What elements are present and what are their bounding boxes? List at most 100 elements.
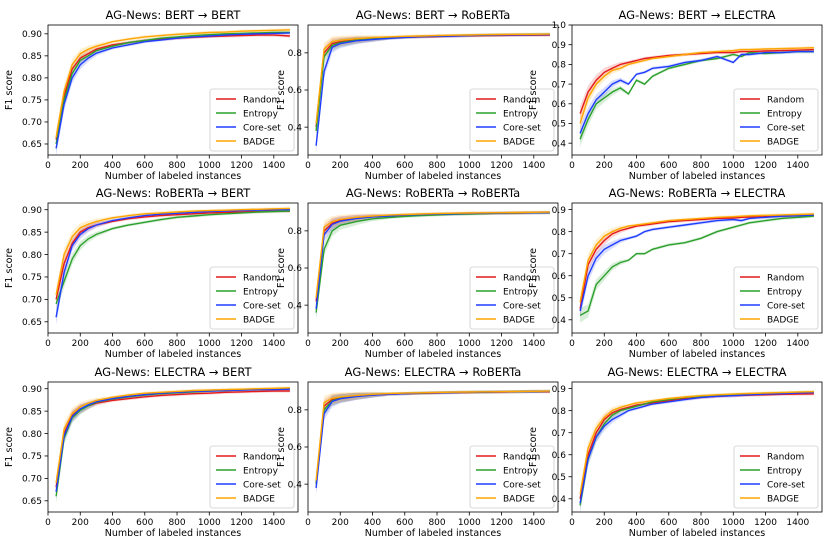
x-tick-label: 1000 — [198, 161, 221, 171]
legend-label: Core-set — [503, 123, 541, 133]
y-tick-label: 0.90 — [22, 385, 42, 395]
x-tick-label: 400 — [364, 161, 381, 171]
legend-label: BADGE — [243, 315, 275, 325]
y-axis-label: F1 score — [276, 427, 287, 467]
series-line-badge — [579, 213, 814, 303]
axes-frame — [571, 202, 823, 334]
legend-label: BADGE — [503, 137, 535, 147]
chart-title: AG-News: BERT → BERT — [106, 8, 242, 22]
y-tick-label: 0.70 — [22, 118, 42, 128]
x-tick-label: 600 — [396, 339, 413, 349]
chart-title: AG-News: RoBERTa → BERT — [96, 186, 252, 200]
legend: Random Entropy Core-set BADGE — [209, 266, 295, 330]
x-axis-label: Number of labeled instances — [629, 171, 765, 182]
x-tick-label: 0 — [569, 339, 575, 349]
x-tick-label: 1400 — [522, 161, 545, 171]
y-tick-label: 0.85 — [22, 228, 42, 238]
legend-label: BADGE — [503, 315, 535, 325]
x-tick-label: 800 — [692, 161, 709, 171]
x-tick-label: 200 — [72, 518, 89, 528]
y-tick-label: 0.70 — [22, 296, 42, 306]
y-tick-label: 0.65 — [22, 140, 42, 150]
legend-label: Core-set — [243, 123, 281, 133]
x-tick-label: 800 — [428, 518, 445, 528]
legend-label: BADGE — [767, 494, 799, 504]
x-tick-label: 200 — [72, 339, 89, 349]
series-band-core-set — [316, 32, 550, 154]
x-tick-label: 1400 — [262, 161, 285, 171]
x-tick-label: 1200 — [230, 161, 253, 171]
x-axis-label: Number of labeled instances — [105, 528, 241, 539]
x-tick-label: 0 — [45, 518, 51, 528]
legend-label: Entropy — [767, 466, 803, 476]
x-tick-label: 1200 — [754, 161, 777, 171]
series-band-entropy — [316, 389, 550, 492]
y-tick-label: 0.9 — [552, 41, 567, 51]
plot-area — [315, 210, 550, 320]
y-tick-label: 0.4 — [552, 495, 567, 505]
x-axis-label: Number of labeled instances — [365, 349, 501, 360]
legend-label: Random — [767, 452, 804, 462]
legend: Random Entropy Core-set BADGE — [733, 88, 819, 152]
series-line-badge — [55, 29, 290, 138]
plot-area — [55, 206, 290, 325]
x-tick-label: 0 — [45, 161, 51, 171]
legend-label: Entropy — [243, 109, 279, 119]
x-tick-label: 1000 — [722, 518, 745, 528]
x-tick-label: 400 — [364, 339, 381, 349]
y-tick-label: 0.6 — [552, 451, 567, 461]
x-axis-label: Number of labeled instances — [629, 349, 765, 360]
chart-title: AG-News: ELECTRA → BERT — [95, 365, 253, 379]
y-tick-label: 0.7 — [552, 250, 566, 260]
series-line-badge — [315, 390, 550, 481]
y-tick-label: 0.65 — [22, 497, 42, 507]
legend-label: Random — [243, 273, 280, 283]
y-axis-label: F1 score — [276, 248, 287, 288]
x-tick-label: 600 — [136, 518, 153, 528]
series-line-entropy — [579, 215, 814, 317]
x-tick-label: 600 — [396, 161, 413, 171]
legend-label: Random — [503, 452, 540, 462]
x-tick-label: 1400 — [522, 339, 545, 349]
plot-area — [315, 32, 550, 154]
x-tick-label: 200 — [332, 339, 349, 349]
x-tick-label: 1400 — [786, 339, 809, 349]
plot-area — [579, 46, 814, 147]
chart-panel-6: AG-News: RoBERTa → ELECTRA 0 200 400 600 800 1… — [528, 186, 823, 360]
chart-panel-1: AG-News: BERT → BERT 0 200 400 600 800 1000 120… — [4, 8, 299, 182]
legend-box — [209, 445, 295, 509]
legend-label: Entropy — [503, 109, 539, 119]
series-line-random — [579, 48, 814, 114]
y-axis-label: F1 score — [528, 248, 539, 288]
legend-label: Core-set — [503, 301, 541, 311]
series-line-core-set — [55, 209, 290, 318]
series-band-random — [316, 390, 550, 492]
x-tick-label: 200 — [332, 161, 349, 171]
x-tick-label: 1000 — [722, 339, 745, 349]
y-tick-label: 0.8 — [552, 61, 567, 71]
y-tick-label: 0.6 — [552, 100, 567, 110]
legend-box — [733, 445, 819, 509]
y-tick-label: 0.75 — [22, 96, 42, 106]
x-tick-label: 1400 — [262, 339, 285, 349]
y-tick-label: 0.5 — [552, 294, 566, 304]
x-tick-label: 600 — [396, 518, 413, 528]
axes-frame — [47, 24, 299, 156]
x-tick-label: 800 — [692, 518, 709, 528]
legend-box — [469, 266, 555, 330]
legend-label: Entropy — [503, 287, 539, 297]
y-tick-label: 0.7 — [552, 80, 566, 90]
x-tick-label: 1200 — [490, 161, 513, 171]
legend-label: BADGE — [767, 315, 799, 325]
legend-label: Core-set — [503, 480, 541, 490]
legend-label: BADGE — [767, 137, 799, 147]
x-tick-label: 1000 — [198, 518, 221, 528]
legend: Random Entropy Core-set BADGE — [469, 88, 555, 152]
chart-panel-5: AG-News: RoBERTa → RoBERTa 0 200 400 600 800 1… — [276, 186, 559, 360]
y-axis-label: F1 score — [276, 70, 287, 110]
y-tick-label: 0.8 — [552, 228, 567, 238]
legend-label: Core-set — [243, 301, 281, 311]
legend-label: Core-set — [243, 480, 281, 490]
x-tick-label: 200 — [596, 339, 613, 349]
series-line-badge — [579, 47, 814, 124]
